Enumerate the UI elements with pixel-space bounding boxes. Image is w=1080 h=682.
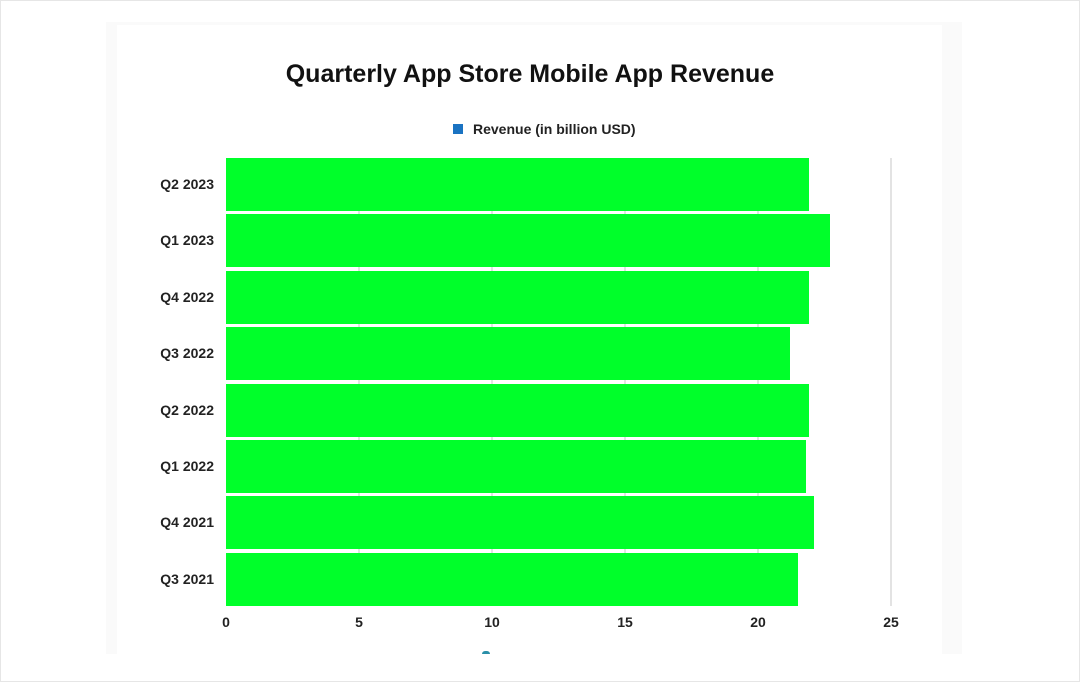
bar[interactable] — [226, 158, 809, 211]
y-axis-label: Q1 2022 — [160, 458, 214, 474]
gridline — [624, 158, 626, 606]
bar[interactable] — [226, 383, 809, 437]
bar[interactable] — [226, 327, 790, 381]
bar[interactable] — [226, 496, 814, 550]
x-axis-tick-label: 10 — [484, 614, 500, 630]
x-axis-tick-label: 25 — [883, 614, 899, 630]
chart-legend: Revenue (in billion USD) — [453, 121, 636, 137]
gridline — [358, 158, 360, 606]
gridline — [757, 158, 759, 606]
legend-swatch-icon — [453, 124, 463, 134]
plot-area — [226, 158, 892, 606]
x-axis-tick-label: 15 — [617, 614, 633, 630]
y-axis-label: Q4 2021 — [160, 514, 214, 531]
y-axis-label: Q3 2021 — [160, 570, 214, 587]
bar[interactable] — [226, 440, 806, 493]
bar[interactable] — [226, 214, 830, 268]
y-axis-label: Q2 2023 — [160, 176, 214, 192]
bar[interactable] — [226, 270, 809, 324]
bar[interactable] — [226, 552, 798, 606]
x-axis-tick-label: 5 — [355, 614, 363, 630]
y-axis-label: Q2 2022 — [160, 401, 214, 418]
logo-fragment-icon — [482, 651, 490, 654]
x-axis-tick-label: 0 — [222, 614, 230, 630]
gridline — [890, 158, 892, 606]
gridline — [491, 158, 493, 606]
x-axis-tick-label: 20 — [750, 614, 766, 630]
y-axis-label: Q3 2022 — [160, 345, 214, 362]
chart-title: Quarterly App Store Mobile App Revenue — [285, 60, 775, 88]
y-axis-label: Q1 2023 — [160, 232, 214, 249]
legend-label: Revenue (in billion USD) — [473, 121, 636, 137]
y-axis-label: Q4 2022 — [160, 288, 214, 305]
